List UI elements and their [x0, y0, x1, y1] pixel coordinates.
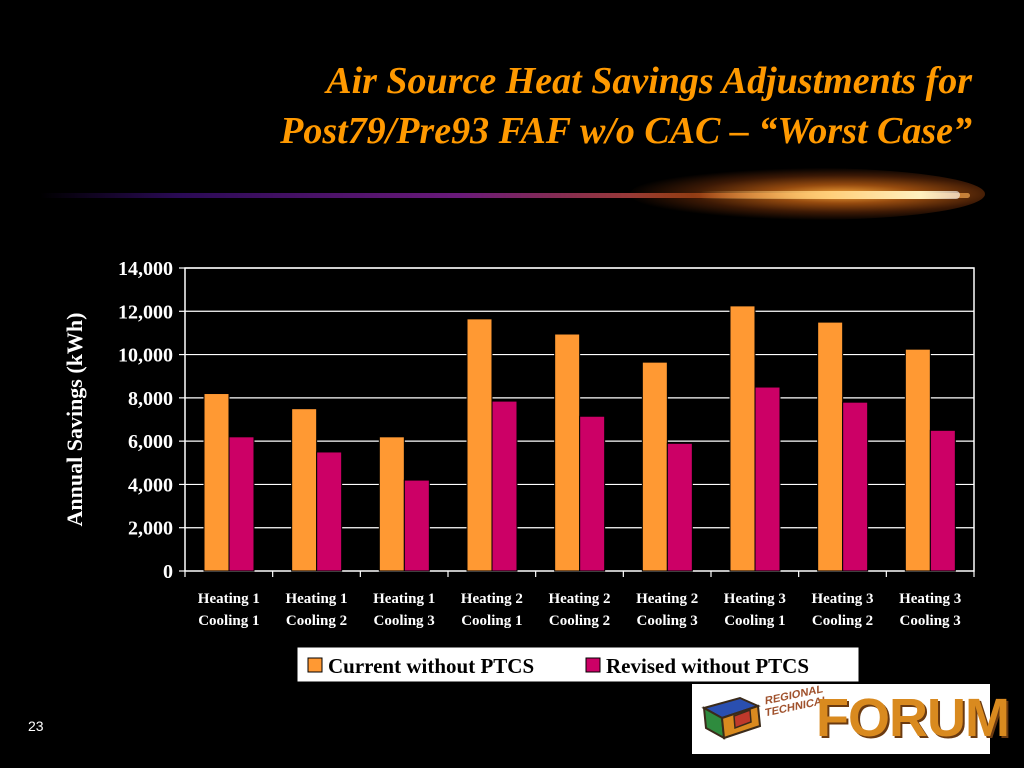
x-tick-label: Cooling 3: [374, 613, 435, 629]
legend-label: Revised without PTCS: [606, 654, 809, 678]
bar: [291, 408, 318, 572]
bar: [579, 415, 606, 572]
x-tick-label: Heating 2: [461, 591, 523, 607]
logo-word: FORUM: [816, 688, 1010, 748]
x-tick-label: Cooling 2: [812, 613, 873, 629]
x-tick-label: Cooling 3: [900, 613, 961, 629]
x-tick-label: Heating 1: [198, 591, 260, 607]
bar: [491, 400, 518, 572]
logo-vertical-text: REGIONAL TECHNICAL: [765, 683, 829, 753]
y-tick-label: 6,000: [128, 431, 173, 453]
bar: [466, 318, 493, 572]
x-tick-label: Heating 2: [636, 591, 698, 607]
x-tick-label: Cooling 3: [637, 613, 698, 629]
x-tick-label: Cooling 1: [198, 613, 259, 629]
bar: [203, 393, 230, 572]
x-tick-label: Cooling 2: [286, 613, 347, 629]
bar: [641, 361, 668, 572]
bar: [403, 479, 430, 572]
legend-swatch: [585, 657, 601, 673]
x-tick-label: Cooling 1: [724, 613, 785, 629]
x-tick-label: Heating 3: [724, 591, 786, 607]
bar: [929, 429, 956, 572]
bar: [228, 436, 255, 572]
x-tick-label: Heating 3: [899, 591, 961, 607]
slide-title-line1: Air Source Heat Savings Adjustments for: [326, 60, 972, 102]
x-tick-label: Cooling 1: [461, 613, 522, 629]
regional-technical-forum-logo: REGIONAL TECHNICAL FORUM: [692, 683, 1010, 754]
bar: [729, 305, 756, 572]
bar: [378, 436, 405, 572]
page-number: 23: [28, 718, 44, 734]
bar: [666, 442, 693, 572]
y-tick-label: 0: [163, 561, 173, 583]
swoosh-line: [40, 193, 970, 198]
y-axis-label: Annual Savings (kWh): [62, 313, 87, 527]
bar: [842, 401, 869, 572]
bar: [817, 321, 844, 572]
y-tick-label: 8,000: [128, 388, 173, 410]
y-tick-label: 12,000: [118, 301, 173, 323]
bar: [316, 451, 343, 572]
x-tick-label: Heating 1: [285, 591, 347, 607]
y-tick-label: 14,000: [118, 258, 173, 280]
y-tick-label: 10,000: [118, 345, 173, 367]
x-tick-label: Heating 1: [373, 591, 435, 607]
bar: [754, 386, 781, 572]
slide-title-line2: Post79/Pre93 FAF w/o CAC – “Worst Case”: [280, 110, 972, 152]
legend-box: [296, 646, 860, 683]
bar: [904, 348, 931, 572]
swoosh-core: [700, 191, 960, 199]
legend-swatch: [307, 657, 323, 673]
y-tick-label: 4,000: [128, 474, 173, 496]
legend-label: Current without PTCS: [328, 654, 534, 678]
x-tick-label: Cooling 2: [549, 613, 610, 629]
x-tick-label: Heating 2: [548, 591, 610, 607]
y-tick-label: 2,000: [128, 518, 173, 540]
bar: [554, 333, 581, 572]
slide-title: Air Source Heat Savings Adjustments for …: [72, 56, 972, 156]
flag-icon: [701, 696, 762, 740]
x-tick-label: Heating 3: [811, 591, 873, 607]
